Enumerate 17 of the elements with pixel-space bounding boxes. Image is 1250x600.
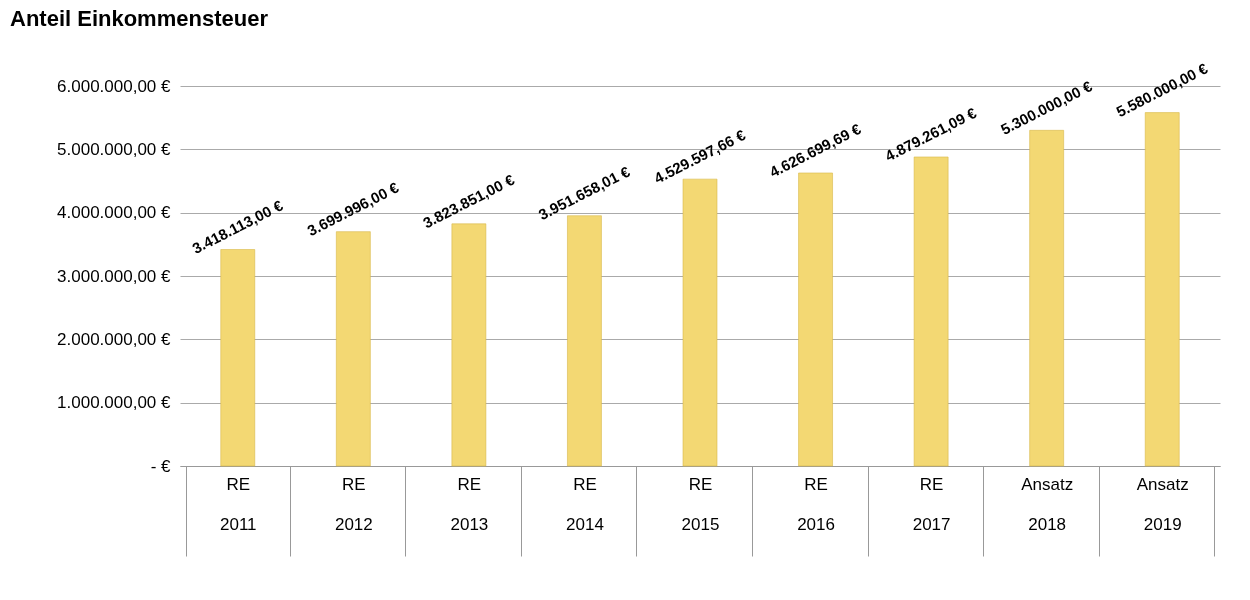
y-tick-label: 3.000.000,00 € (57, 266, 172, 286)
category-label: RE 2017 (912, 474, 951, 534)
y-tick-label: 2.000.000,00 € (57, 329, 172, 349)
category-label: RE 2015 (681, 474, 720, 534)
category-label: Ansatz 2018 (1021, 474, 1074, 534)
category-label: RE 2014 (566, 474, 604, 534)
chart-title: Anteil Einkommensteuer (10, 6, 269, 32)
category-label: RE 2016 (797, 474, 835, 534)
y-tick-label: 5.000.000,00 € (57, 139, 172, 159)
category-label: RE 2013 (450, 474, 489, 534)
category-label: Ansatz 2019 (1136, 474, 1189, 534)
category-label: RE 2012 (334, 474, 373, 534)
y-tick-label: 1.000.000,00 € (57, 393, 172, 413)
y-tick-label: 6.000.000,00 € (57, 76, 172, 96)
category-label: RE 2011 (220, 474, 257, 534)
y-tick-label: - € (150, 456, 172, 476)
y-tick-label: 4.000.000,00 € (57, 203, 172, 223)
